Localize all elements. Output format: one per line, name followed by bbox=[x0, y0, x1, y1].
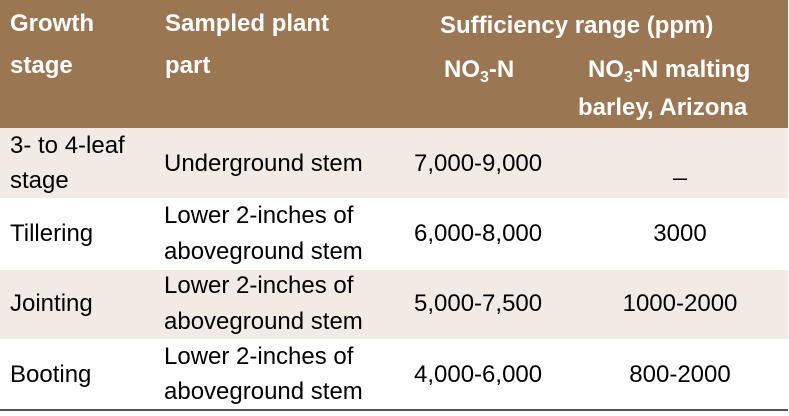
cell-part: aboveground stem bbox=[164, 308, 363, 335]
header-no3n: NO3-N bbox=[444, 56, 515, 86]
table-row-bg bbox=[0, 270, 788, 340]
cell-part: Underground stem bbox=[164, 150, 363, 177]
cell-part: Lower 2-inches of bbox=[164, 202, 354, 229]
cell-malting: 800-2000 bbox=[629, 361, 731, 388]
cell-stage: Tillering bbox=[10, 220, 94, 247]
cell-no3n: 6,000-8,000 bbox=[414, 220, 543, 247]
row-divider bbox=[0, 268, 788, 270]
table-bottom-rule bbox=[0, 409, 788, 411]
header-sampled-part-line1: Sampled plant bbox=[165, 10, 330, 37]
cell-stage: stage bbox=[10, 167, 69, 194]
table-row-bg bbox=[0, 341, 788, 409]
row-divider bbox=[0, 339, 788, 341]
cell-malting: 3000 bbox=[653, 220, 707, 247]
cell-stage: 3- to 4-leaf bbox=[10, 132, 125, 159]
header-growth-stage-line1: Growth bbox=[10, 10, 94, 37]
row-divider bbox=[0, 198, 788, 200]
table-row-bg bbox=[0, 128, 788, 199]
table-header bbox=[0, 0, 788, 128]
cell-part: aboveground stem bbox=[164, 238, 363, 265]
cell-part: Lower 2-inches of bbox=[164, 272, 354, 299]
header-growth-stage-line2: stage bbox=[10, 52, 73, 79]
cell-part: aboveground stem bbox=[164, 378, 363, 405]
cell-malting: _ bbox=[673, 154, 687, 181]
header-sufficiency-range: Sufficiency range (ppm) bbox=[440, 12, 714, 39]
cell-no3n: 7,000-9,000 bbox=[414, 150, 543, 177]
cell-stage: Booting bbox=[10, 361, 92, 388]
header-no3n-malting: NO3-N malting bbox=[588, 56, 751, 86]
cell-stage: Jointing bbox=[10, 290, 93, 317]
header-sampled-part-line2: part bbox=[165, 52, 211, 79]
cell-no3n: 4,000-6,000 bbox=[414, 361, 543, 388]
table-row-bg bbox=[0, 200, 788, 269]
cell-no3n: 5,000-7,500 bbox=[414, 290, 543, 317]
cell-part: Lower 2-inches of bbox=[164, 343, 354, 370]
header-no3n-malting-line2: barley, Arizona bbox=[578, 94, 748, 121]
cell-malting: 1000-2000 bbox=[622, 290, 738, 317]
